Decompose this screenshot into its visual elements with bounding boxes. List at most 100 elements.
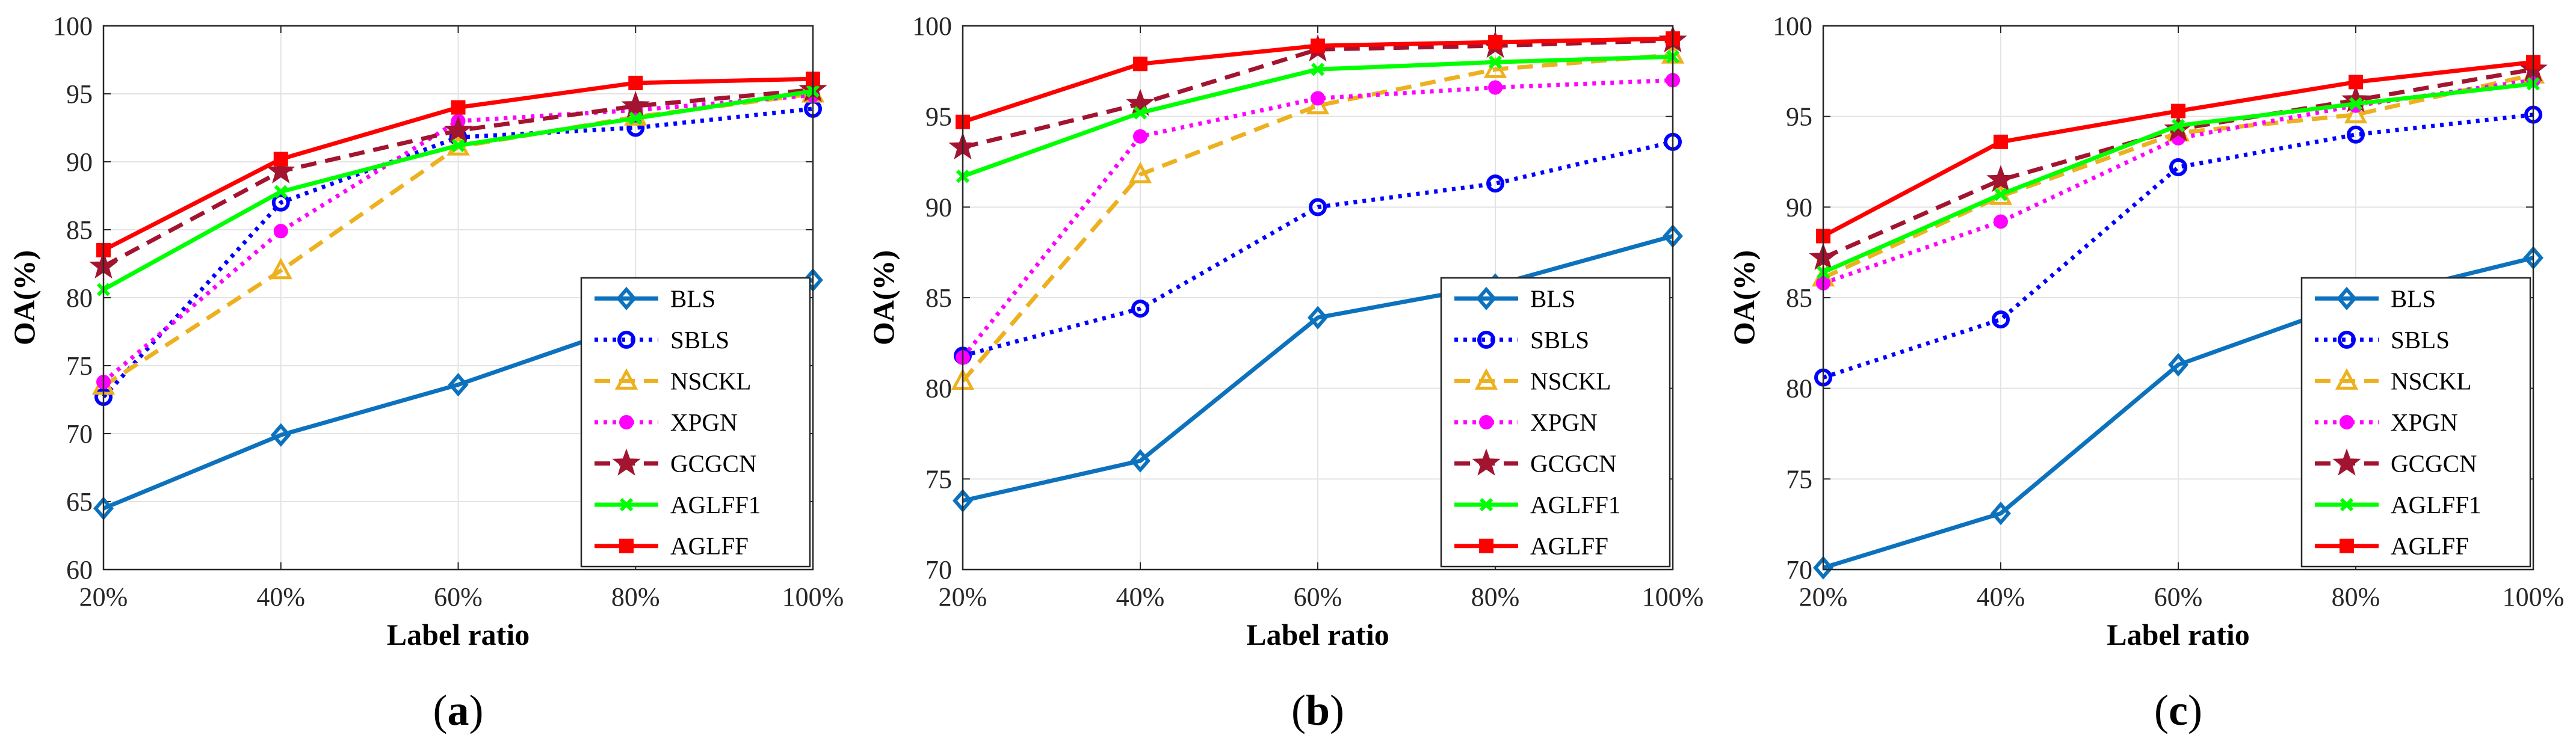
- x-tick-label: 60%: [2154, 582, 2203, 612]
- data-point: [1131, 300, 1149, 318]
- data-point: [1991, 502, 2011, 526]
- data-point: [1308, 306, 1328, 330]
- legend-marker: [1479, 415, 1493, 429]
- y-tick-label: 70: [1786, 555, 1812, 585]
- legend-label: GCGCN: [2391, 450, 2477, 478]
- y-tick-label: 70: [925, 555, 952, 585]
- legend-label: AGLFF: [670, 532, 749, 560]
- data-point: [448, 373, 469, 397]
- legend-item: XPGN: [1454, 408, 1598, 436]
- data-point: [1488, 55, 1503, 69]
- legend-marker: [1479, 538, 1493, 553]
- data-point: [273, 152, 288, 167]
- legend-marker: [619, 538, 634, 553]
- y-tick-label: 95: [925, 102, 952, 132]
- legend-item: BLS: [595, 284, 715, 312]
- data-point: [1311, 38, 1325, 54]
- axes-frame: [1822, 25, 2534, 571]
- legend-label: NSCKL: [1530, 367, 1611, 395]
- y-tick-label: 90: [1786, 192, 1812, 222]
- legend-marker: [614, 368, 638, 390]
- legend-marker: [1477, 330, 1495, 349]
- legend-label: GCGCN: [670, 450, 757, 478]
- x-tick-label: 100%: [2503, 582, 2565, 612]
- y-tick-label: 80: [925, 374, 952, 404]
- panel-letter: b: [1306, 686, 1330, 734]
- data-point: [1986, 165, 2015, 192]
- legend-marker: [1476, 286, 1496, 310]
- data-point: [1133, 129, 1147, 144]
- data-point: [273, 224, 288, 239]
- legend-marker: [1472, 448, 1501, 476]
- legend-label: NSCKL: [2391, 367, 2471, 395]
- legend-marker: [2340, 498, 2354, 512]
- x-tick-label: 20%: [1799, 582, 1848, 612]
- y-tick-label: 60: [66, 555, 93, 585]
- legend-marker: [2335, 368, 2359, 390]
- legend: BLS SBLS NSCKL XPGN GCGCN AGLFF1 AGLFF: [1440, 277, 1671, 568]
- data-point: [1126, 88, 1155, 116]
- legend-item: GCGCN: [1454, 448, 1617, 478]
- y-tick-label: 65: [66, 487, 93, 517]
- data-point: [1994, 214, 2008, 229]
- legend-item: BLS: [2315, 284, 2436, 312]
- legend-item: NSCKL: [1454, 367, 1611, 395]
- data-point: [2168, 352, 2188, 377]
- series-aglff1: [956, 50, 1680, 183]
- legend-marker: [2340, 415, 2354, 429]
- legend-marker: [2332, 448, 2361, 476]
- series-line: [102, 93, 814, 384]
- panel-letter: a: [448, 686, 469, 734]
- x-tick-label: 60%: [434, 582, 483, 612]
- chart-panel-b: 70 75 80 85 90 95 100 20% 40% 60% 80% 100% Label rat…: [866, 11, 1703, 734]
- y-tick-label: 75: [1786, 464, 1812, 494]
- legend-label: AGLFF1: [670, 491, 761, 518]
- legend-label: BLS: [670, 284, 715, 312]
- legend-marker: [1479, 498, 1493, 512]
- data-point: [621, 91, 650, 118]
- x-tick-label: 20%: [939, 582, 987, 612]
- series-line: [961, 52, 1673, 383]
- legend-marker: [2340, 538, 2354, 553]
- legend-marker: [619, 498, 634, 512]
- legend-item: GCGCN: [2315, 448, 2477, 478]
- panel-label: (c): [2154, 686, 2202, 734]
- x-tick-label: 40%: [1977, 582, 2025, 612]
- data-point: [1130, 449, 1151, 473]
- data-point: [1488, 35, 1503, 50]
- legend-label: BLS: [1530, 284, 1575, 312]
- y-tick-label: 80: [66, 283, 93, 313]
- data-point: [1133, 57, 1147, 72]
- legend-item: BLS: [1454, 284, 1575, 312]
- x-tick-label: 100%: [782, 582, 844, 612]
- legend-marker: [617, 330, 635, 349]
- legend-marker: [2338, 330, 2356, 349]
- legend-item: GCGCN: [595, 448, 757, 478]
- data-point: [1994, 188, 2008, 201]
- legend: BLS SBLS NSCKL XPGN GCGCN AGLFF1 AGLFF: [2300, 277, 2531, 568]
- data-point: [1306, 93, 1330, 115]
- legend-label: AGLFF: [1530, 532, 1608, 560]
- legend-item: AGLFF1: [1454, 491, 1620, 518]
- data-point: [1994, 134, 2008, 149]
- data-point: [1992, 310, 2010, 329]
- series-line: [962, 38, 1673, 150]
- legend-label: XPGN: [670, 408, 738, 436]
- legend-marker: [1474, 368, 1498, 390]
- data-point: [1311, 91, 1325, 106]
- y-tick-label: 95: [1786, 102, 1812, 132]
- series-line: [962, 234, 1673, 503]
- legend-label: XPGN: [2391, 408, 2458, 436]
- legend-item: SBLS: [2315, 326, 2450, 354]
- legend-marker: [2337, 286, 2357, 310]
- x-tick-label: 80%: [2332, 582, 2380, 612]
- series-line: [1822, 112, 2534, 380]
- chart-panel-c: 70 75 80 85 90 95 100 20% 40% 60% 80% 100% Label rat…: [1727, 11, 2564, 734]
- data-point: [2347, 125, 2365, 144]
- x-axis-label: Label ratio: [387, 618, 530, 651]
- y-tick-label: 95: [66, 79, 93, 109]
- legend-label: SBLS: [1530, 326, 1589, 354]
- data-point: [2171, 118, 2185, 132]
- legend-label: SBLS: [2391, 326, 2450, 354]
